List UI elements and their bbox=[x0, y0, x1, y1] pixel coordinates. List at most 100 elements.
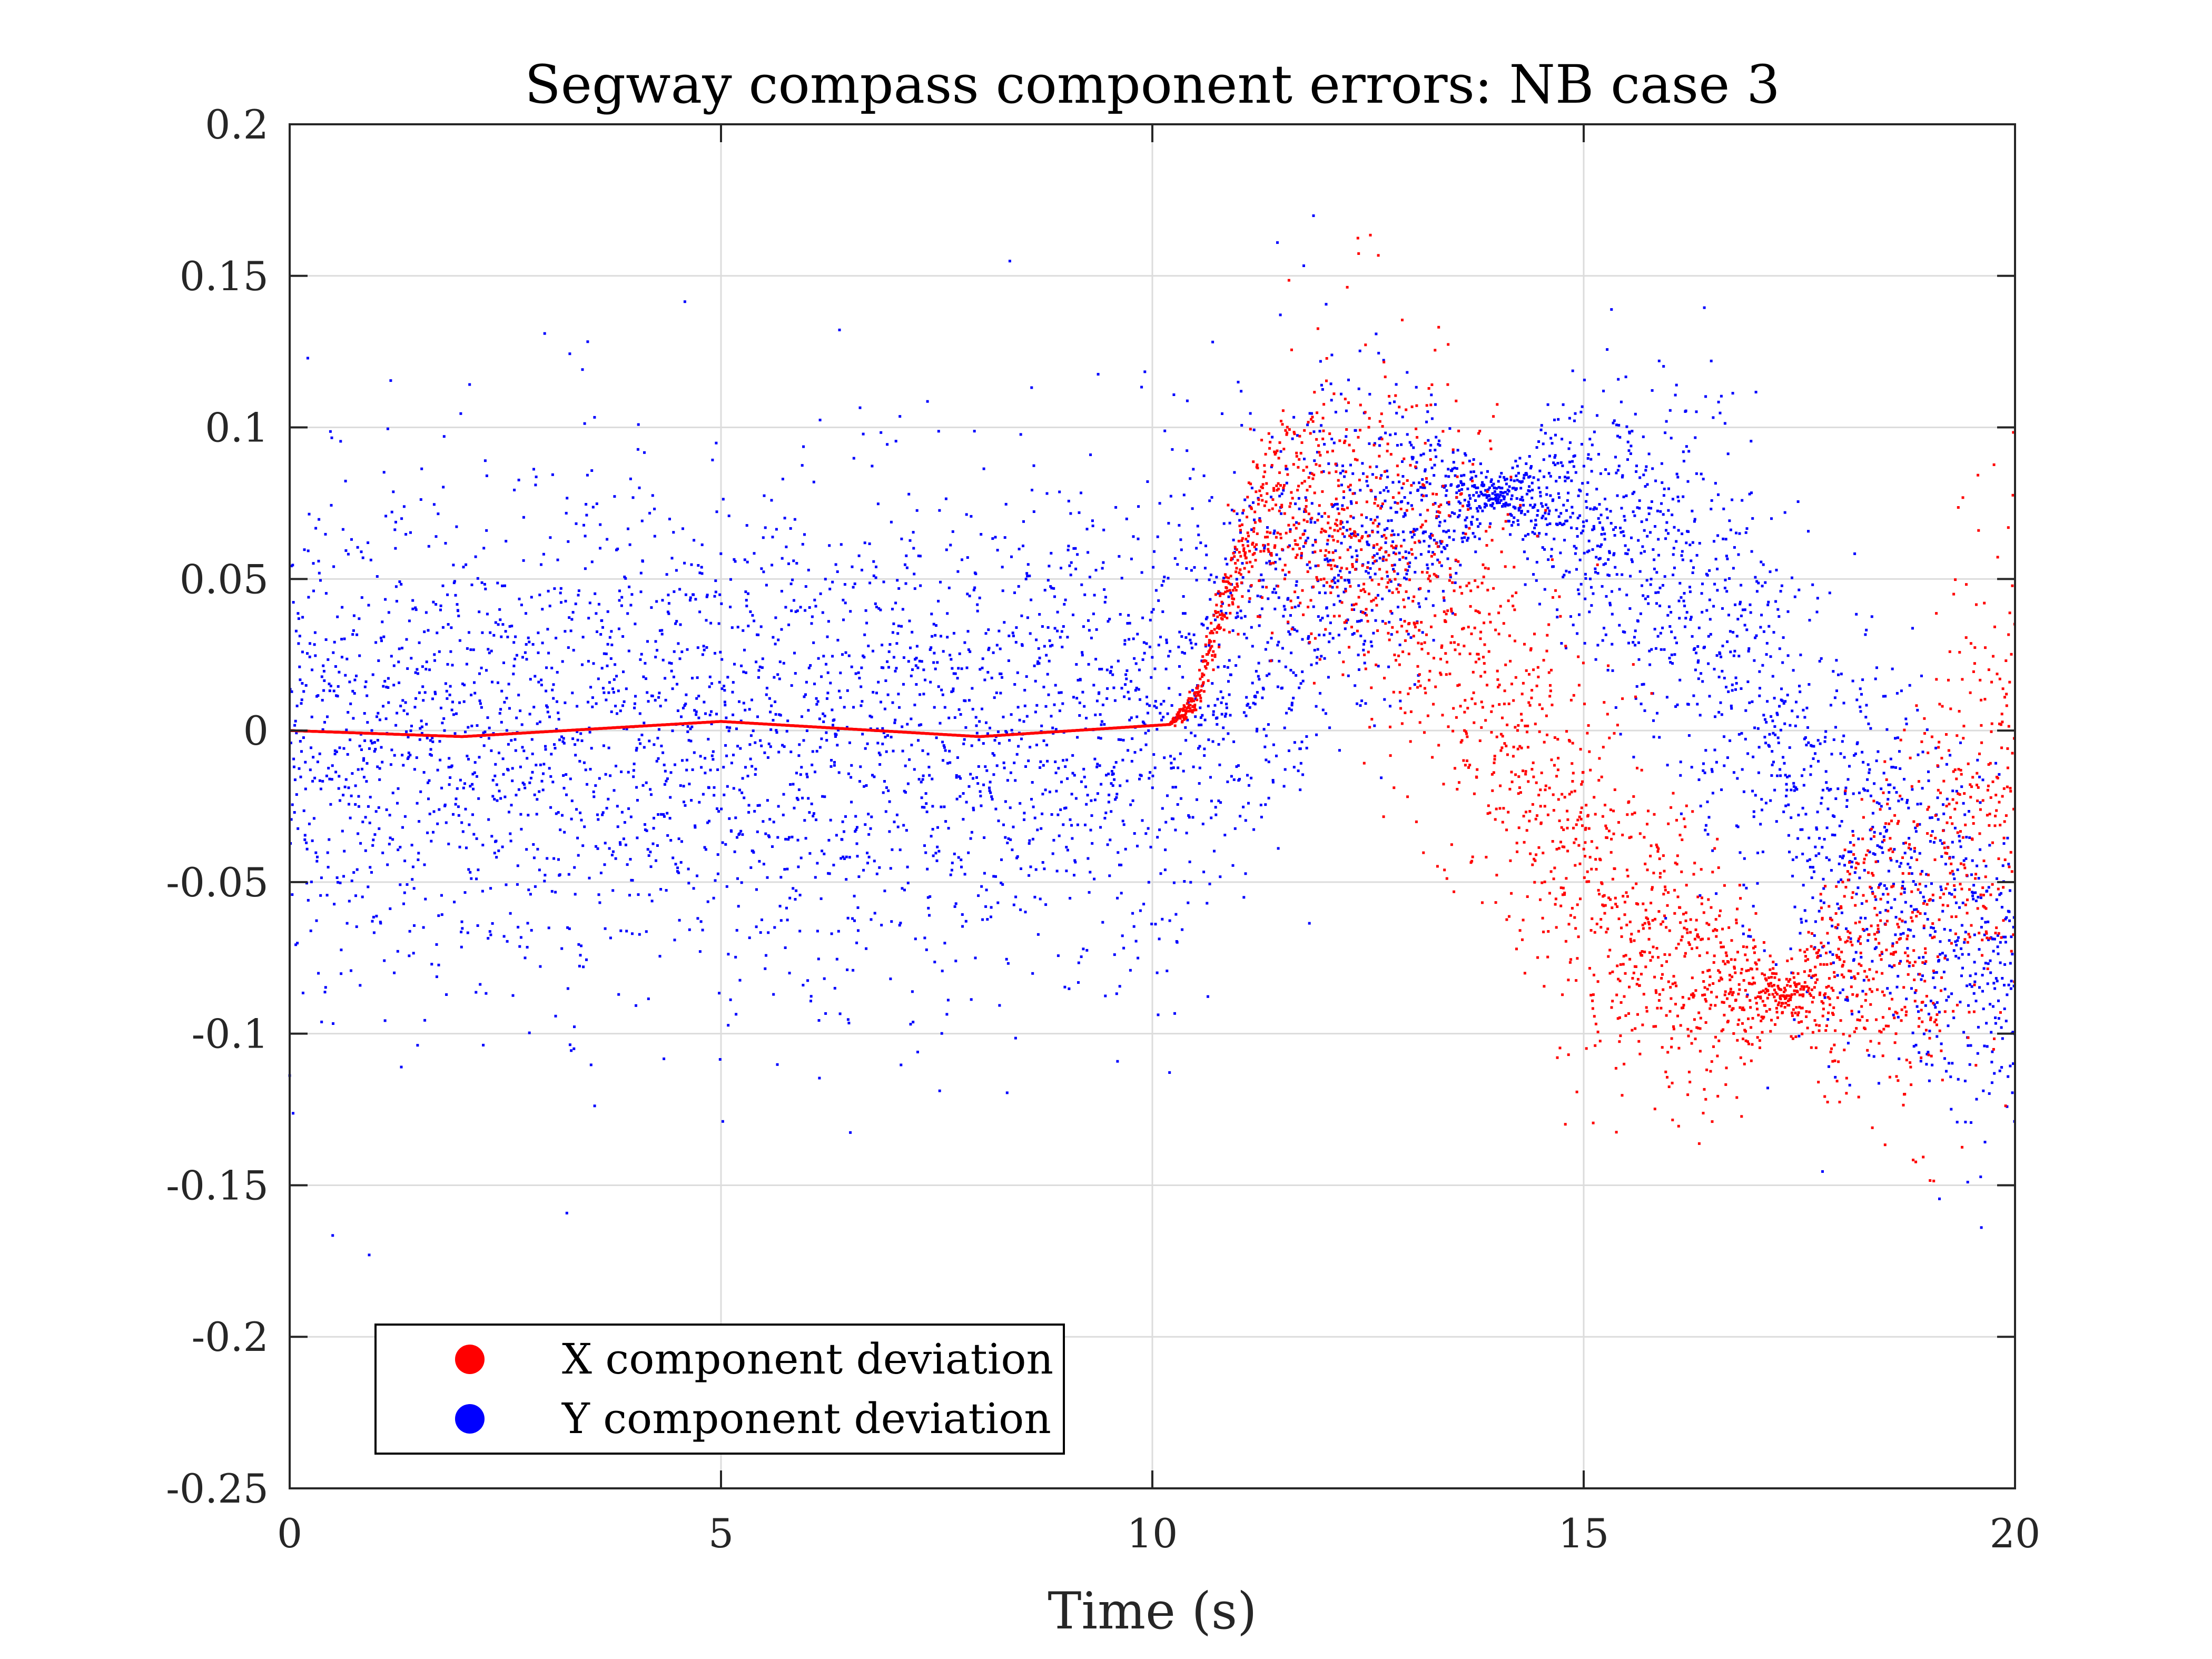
data-point bbox=[1034, 710, 1037, 714]
data-point bbox=[1808, 858, 1811, 861]
data-point bbox=[1748, 492, 1751, 496]
data-point bbox=[1596, 572, 1599, 575]
data-point bbox=[1603, 627, 1605, 630]
data-point bbox=[1110, 666, 1113, 669]
data-point bbox=[1913, 991, 1917, 994]
data-point bbox=[1235, 664, 1238, 667]
data-point bbox=[855, 842, 858, 845]
data-point bbox=[1853, 871, 1856, 874]
data-point bbox=[1838, 824, 1841, 827]
data-point bbox=[1796, 837, 1800, 840]
data-point bbox=[868, 581, 872, 585]
data-point bbox=[1577, 588, 1579, 591]
data-point bbox=[1697, 778, 1701, 781]
data-point bbox=[915, 683, 918, 686]
data-point bbox=[1118, 555, 1121, 558]
data-point bbox=[781, 478, 784, 481]
data-point bbox=[414, 606, 417, 609]
data-point bbox=[1800, 917, 1803, 921]
data-point bbox=[1300, 554, 1303, 557]
data-point bbox=[1590, 604, 1593, 607]
data-point bbox=[608, 636, 611, 639]
data-point bbox=[1101, 703, 1104, 706]
data-point bbox=[1140, 774, 1143, 777]
data-point bbox=[306, 357, 309, 360]
data-point bbox=[1670, 611, 1673, 614]
data-point bbox=[1096, 792, 1099, 795]
data-point bbox=[905, 566, 908, 569]
data-point bbox=[1224, 713, 1228, 715]
data-point bbox=[701, 929, 704, 932]
data-point bbox=[1681, 532, 1684, 536]
data-point bbox=[1082, 947, 1085, 951]
data-point bbox=[746, 560, 749, 564]
data-point bbox=[1837, 881, 1840, 884]
data-point bbox=[1693, 647, 1696, 650]
data-point bbox=[349, 702, 352, 705]
data-point bbox=[1126, 622, 1129, 625]
data-point bbox=[1137, 537, 1140, 540]
data-point bbox=[472, 648, 475, 651]
data-point bbox=[1702, 769, 1705, 772]
data-point bbox=[994, 536, 997, 539]
data-point bbox=[1821, 1170, 1824, 1173]
data-point bbox=[447, 623, 450, 626]
data-point bbox=[359, 984, 362, 987]
data-point bbox=[753, 552, 756, 555]
data-point bbox=[821, 850, 824, 853]
data-point bbox=[886, 443, 889, 446]
data-point bbox=[1732, 771, 1735, 774]
data-point bbox=[1046, 673, 1049, 676]
data-point bbox=[1774, 600, 1777, 603]
data-point bbox=[1320, 515, 1324, 518]
data-point bbox=[1919, 802, 1922, 805]
data-point bbox=[1705, 609, 1709, 612]
data-point bbox=[1869, 794, 1872, 797]
data-point bbox=[1534, 519, 1537, 522]
data-point bbox=[824, 578, 827, 581]
data-point bbox=[414, 697, 417, 700]
data-point bbox=[1486, 470, 1489, 473]
data-point bbox=[1657, 591, 1660, 594]
data-point bbox=[1250, 626, 1253, 629]
data-point bbox=[460, 920, 463, 923]
data-point bbox=[424, 611, 428, 614]
data-point bbox=[1280, 492, 1283, 496]
data-point bbox=[981, 707, 983, 710]
data-point bbox=[1024, 765, 1027, 768]
data-point bbox=[1724, 538, 1727, 541]
data-point bbox=[1104, 811, 1108, 814]
data-point bbox=[668, 518, 671, 520]
data-point bbox=[597, 677, 600, 680]
data-point bbox=[637, 738, 640, 741]
data-point bbox=[927, 766, 931, 768]
data-point bbox=[702, 793, 705, 796]
data-point bbox=[1136, 633, 1139, 636]
data-point bbox=[1173, 757, 1176, 761]
data-point bbox=[1756, 852, 1759, 854]
data-point bbox=[1391, 529, 1394, 532]
data-point bbox=[1088, 629, 1091, 632]
data-point bbox=[1390, 612, 1394, 615]
data-point bbox=[1257, 661, 1260, 665]
data-point bbox=[1636, 506, 1639, 509]
data-point bbox=[1374, 619, 1377, 622]
data-point bbox=[1256, 595, 1259, 597]
data-point bbox=[1013, 591, 1016, 594]
data-point bbox=[851, 565, 854, 568]
data-point bbox=[1851, 1013, 1854, 1015]
data-point bbox=[495, 840, 498, 843]
data-point bbox=[870, 918, 873, 921]
data-point bbox=[574, 893, 577, 896]
data-point bbox=[1884, 908, 1888, 912]
data-point bbox=[1132, 535, 1135, 538]
data-point bbox=[1306, 537, 1309, 540]
data-point bbox=[1897, 799, 1900, 803]
data-point bbox=[733, 558, 736, 561]
data-point bbox=[521, 782, 525, 785]
data-point bbox=[1760, 614, 1763, 617]
data-point bbox=[896, 579, 899, 582]
data-point bbox=[654, 699, 657, 702]
data-point bbox=[834, 563, 837, 566]
data-point bbox=[557, 718, 560, 721]
